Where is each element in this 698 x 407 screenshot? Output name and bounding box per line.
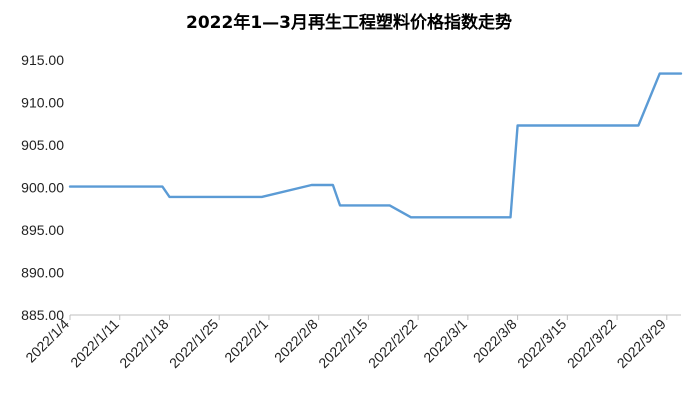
x-tick-label: 2022/3/29 <box>614 316 670 372</box>
y-tick-label: 895.00 <box>21 222 64 238</box>
x-tick-label: 2022/1/11 <box>67 316 122 371</box>
y-tick-label: 890.00 <box>21 265 64 281</box>
x-tick-label: 2022/1/18 <box>116 316 172 372</box>
x-tick-label: 2022/3/15 <box>514 316 570 372</box>
x-tick-label: 2022/3/8 <box>470 316 520 366</box>
y-tick-label: 905.00 <box>21 137 64 153</box>
y-tick-label: 885.00 <box>21 307 64 323</box>
y-axis-ticks: 885.00 890.00 895.00 900.00 905.00 910.00 915.… <box>21 52 64 323</box>
x-tick-label: 2022/3/1 <box>420 316 470 366</box>
x-tick-label: 2022/3/22 <box>564 316 620 372</box>
series-layer <box>68 72 683 219</box>
x-tick-label: 2022/2/1 <box>221 316 271 366</box>
x-tick-label: 2022/2/22 <box>365 316 421 372</box>
y-tick-label: 915.00 <box>21 52 64 68</box>
y-tick-label: 910.00 <box>21 95 64 111</box>
chart-title: 2022年1—3月再生工程塑料价格指数走势 <box>186 12 512 33</box>
x-tick-label: 2022/1/25 <box>166 316 222 372</box>
x-tick-label: 2022/2/8 <box>271 316 321 366</box>
x-tick-label: 2022/2/15 <box>315 316 371 372</box>
x-tick-label: 2022/1/4 <box>22 316 72 366</box>
series-line <box>68 72 683 219</box>
y-tick-label: 900.00 <box>21 180 64 196</box>
